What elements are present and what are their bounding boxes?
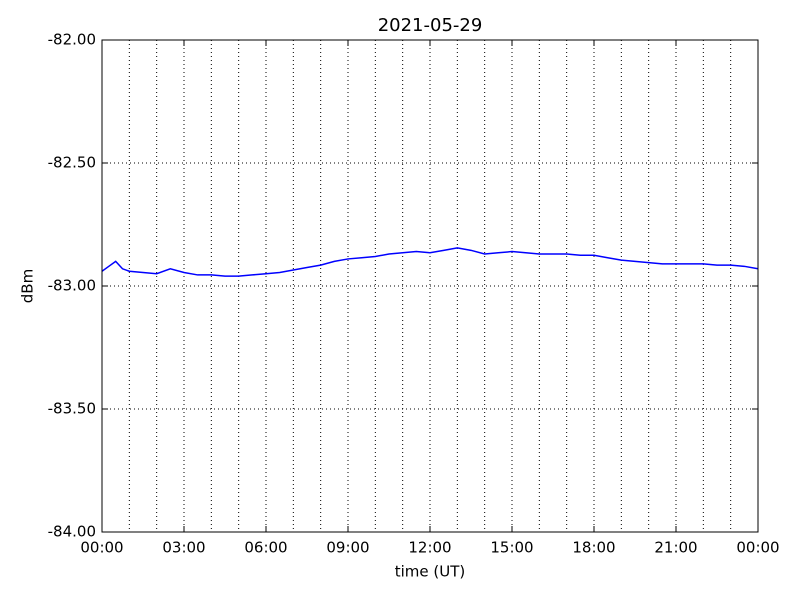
y-axis-label: dBm: [19, 269, 37, 303]
chart-title: 2021-05-29: [378, 15, 483, 36]
x-tick-label: 00:00: [736, 539, 779, 557]
x-tick-label: 21:00: [654, 539, 697, 557]
y-tick-label: -83.00: [48, 277, 96, 295]
y-tick-label: -84.00: [48, 523, 96, 541]
x-tick-label: 03:00: [162, 539, 205, 557]
y-tick-label: -83.50: [48, 400, 96, 418]
plot-frame: [101, 39, 759, 533]
x-tick-label: 00:00: [80, 539, 123, 557]
data-line: [101, 247, 759, 277]
x-tick-label: 12:00: [408, 539, 451, 557]
x-tick-label: 18:00: [572, 539, 615, 557]
y-tick-label: -82.00: [48, 31, 96, 49]
x-tick-label: 09:00: [326, 539, 369, 557]
y-tick-label: -82.50: [48, 154, 96, 172]
x-axis-label: time (UT): [395, 563, 466, 581]
x-tick-label: 06:00: [244, 539, 287, 557]
x-tick-label: 15:00: [490, 539, 533, 557]
